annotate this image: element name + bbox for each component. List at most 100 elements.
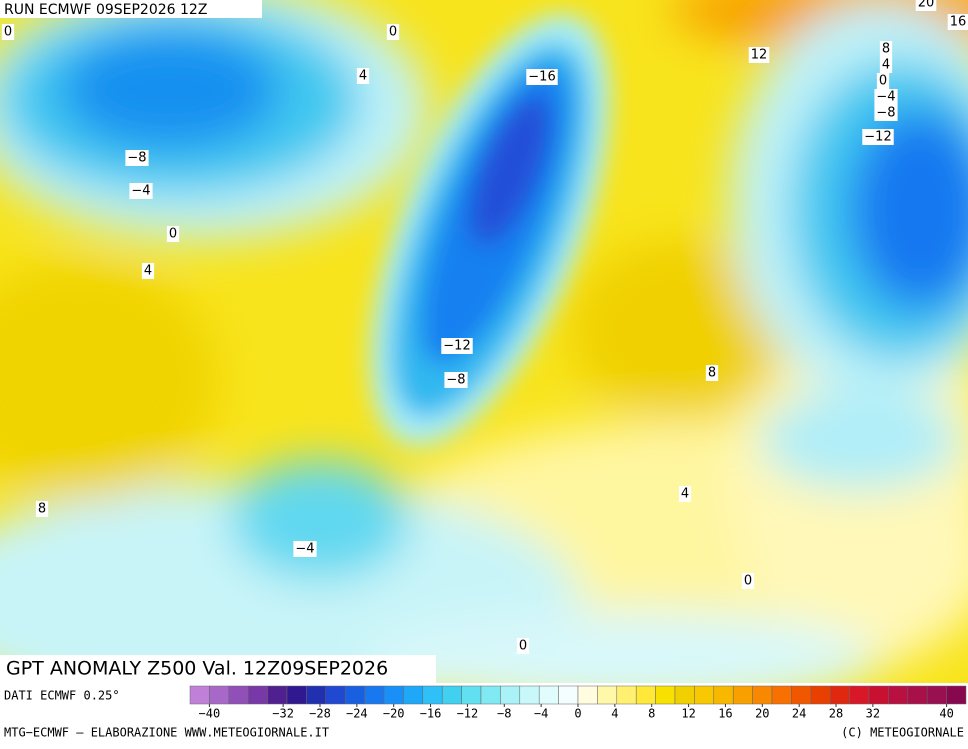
contour-label-box [874, 105, 898, 121]
colorbar-swatch [888, 685, 909, 705]
colorbar-swatch [732, 685, 753, 705]
contour-label: 8 [708, 366, 716, 381]
colorbar-tick-label: −8 [497, 707, 511, 721]
colorbar-swatch [209, 685, 230, 705]
contour-label-box [748, 47, 770, 63]
contour-label-group: −4 [874, 89, 898, 105]
contour-label-box [129, 183, 153, 199]
colorbar-tick-label: −4 [534, 707, 548, 721]
contour-label: 16 [950, 15, 967, 30]
contour-label: −16 [528, 70, 555, 85]
colorbar-swatch [286, 685, 307, 705]
contour-label-group: −16 [526, 69, 558, 85]
contour-label-group: 4 [356, 68, 370, 84]
contour-label: −12 [864, 130, 891, 145]
contour-label: −12 [443, 339, 470, 354]
colorbar-tick-label: 0 [574, 707, 581, 721]
contour-label-box [386, 24, 400, 40]
contour-label-box [444, 372, 468, 388]
run-label: RUN ECMWF 09SEP2026 12Z [4, 2, 207, 18]
colorbar-swatch [480, 685, 501, 705]
contour-label-box [705, 365, 719, 381]
contour-label-group: −8 [444, 372, 468, 388]
contour-label: −4 [876, 90, 895, 105]
contour-label: 8 [38, 502, 46, 517]
footer-right: (C) METEOGIORNALE [841, 726, 964, 740]
contour-label-box [879, 41, 893, 57]
colorbar-tick-label: 12 [681, 707, 695, 721]
anomaly-field [0, 0, 968, 683]
colorbar-tick-label: −16 [420, 707, 442, 721]
colorbar-swatch [500, 685, 521, 705]
contour-label-box [141, 263, 155, 279]
contour-label-box [441, 338, 473, 354]
contour-label: 0 [4, 25, 12, 40]
colorbar-tick-label: −32 [272, 707, 294, 721]
contour-label-box [874, 89, 898, 105]
header-box [0, 0, 262, 18]
contour-label-group: 20 [915, 0, 937, 11]
contour-label-group: 0 [1, 24, 15, 40]
contour-label-box [876, 73, 890, 89]
contour-label: 12 [751, 48, 768, 63]
colorbar-swatch [907, 685, 928, 705]
contour-label-group: 4 [678, 486, 692, 502]
colorbar-swatch [344, 685, 365, 705]
colorbar-swatch [519, 685, 540, 705]
colorbar-tick-label: 20 [755, 707, 769, 721]
contour-label: −8 [127, 151, 146, 166]
contour-label-group: 8 [705, 365, 719, 381]
contour-label-box [678, 486, 692, 502]
colorbar-swatch [694, 685, 715, 705]
contour-label-box [356, 68, 370, 84]
colorbar-swatch [364, 685, 385, 705]
contour-label: 4 [681, 487, 689, 502]
colorbar-swatch [868, 685, 889, 705]
contour-label-group: 8 [879, 41, 893, 57]
contour-label: 0 [744, 574, 752, 589]
colorbar-tick-label: 40 [939, 707, 953, 721]
contour-label: −8 [446, 373, 465, 388]
source-label: DATI ECMWF 0.25° [4, 689, 120, 703]
colorbar-swatch [791, 685, 812, 705]
contour-label-group: 8 [35, 501, 49, 517]
contour-label-group: −8 [874, 105, 898, 121]
colorbar-tick-label: −40 [199, 707, 221, 721]
contour-label-group: 4 [879, 57, 893, 73]
contour-label-box [879, 57, 893, 73]
contour-label-box [526, 69, 558, 85]
contour-label: −4 [131, 184, 150, 199]
contour-label: 4 [882, 58, 890, 73]
contour-label-group: −12 [441, 338, 473, 354]
contour-label-group: 0 [386, 24, 400, 40]
contour-label: −4 [295, 542, 314, 557]
colorbar-tick-label: 32 [866, 707, 880, 721]
colorbar-tick-label: 16 [718, 707, 732, 721]
contour-label-group: −4 [293, 541, 317, 557]
colorbar-swatch [597, 685, 618, 705]
colorbar-tick-label: 24 [792, 707, 806, 721]
colorbar-swatch [713, 685, 734, 705]
colorbar-swatch [189, 685, 210, 705]
contour-label-box [741, 573, 755, 589]
contour-label-group: 4 [141, 263, 155, 279]
title-box [0, 655, 436, 683]
colorbar-tick-label: −24 [346, 707, 368, 721]
contour-label: 0 [519, 639, 527, 654]
contour-label: 0 [879, 74, 887, 89]
contour-label-group: −8 [125, 150, 149, 166]
colorbar-tick-label: 4 [611, 707, 618, 721]
contour-label-box [166, 226, 180, 242]
contour-label-group: −12 [862, 129, 894, 145]
colorbar-tick-label: 8 [648, 707, 655, 721]
contour-label: 8 [882, 42, 890, 57]
colorbar-swatch [635, 685, 656, 705]
colorbar-swatch [383, 685, 404, 705]
contour-label: −8 [876, 106, 895, 121]
colorbar-swatch [306, 685, 327, 705]
contour-label-group: 0 [516, 638, 530, 654]
contour-label-box [35, 501, 49, 517]
colorbar-tick-label: −28 [309, 707, 331, 721]
